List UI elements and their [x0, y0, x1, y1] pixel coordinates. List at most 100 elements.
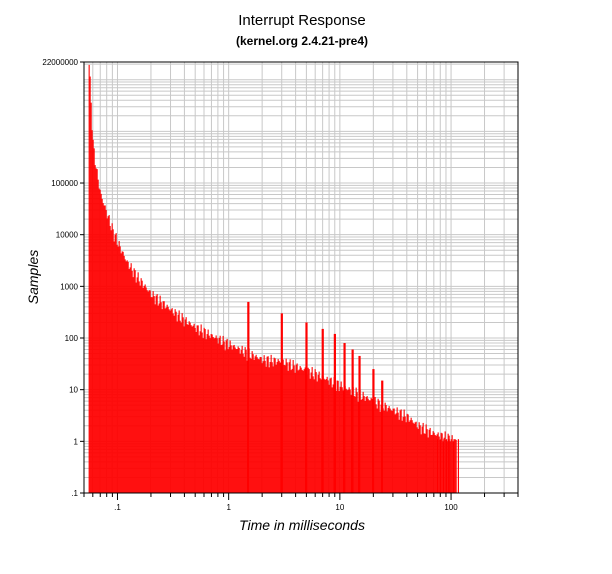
histogram-bar — [148, 290, 150, 493]
histogram-bar — [207, 329, 209, 493]
histogram-bar — [379, 411, 381, 493]
histogram-bar — [370, 397, 372, 493]
histogram-bar — [172, 313, 174, 493]
histogram-bar — [356, 392, 358, 493]
histogram-bar — [144, 284, 146, 493]
histogram-bar — [396, 407, 398, 493]
histogram-bar — [353, 395, 355, 493]
histogram-bar — [278, 360, 280, 493]
histogram-bar — [434, 434, 436, 493]
histogram-bar — [360, 399, 362, 493]
histogram-bar — [224, 350, 226, 493]
histogram-bar — [451, 435, 453, 493]
histogram-bar — [178, 310, 180, 493]
histogram-bar — [213, 338, 215, 493]
histogram-bar — [452, 441, 454, 493]
histogram-bar — [106, 218, 108, 494]
histogram-bar — [190, 325, 192, 493]
histogram-bar — [447, 433, 449, 493]
histogram-bar — [109, 225, 111, 494]
histogram-bar — [210, 333, 212, 493]
histogram-bar — [249, 357, 251, 493]
histogram-bar — [308, 369, 310, 493]
histogram-bar — [406, 413, 408, 493]
histogram-bar — [166, 304, 168, 493]
histogram-bar — [121, 251, 123, 493]
histogram-bar — [276, 361, 278, 493]
histogram-spike — [305, 322, 308, 493]
histogram-bar — [156, 294, 158, 493]
histogram-bar — [177, 314, 179, 493]
histogram-bar — [340, 381, 342, 493]
histogram-bar — [348, 387, 350, 493]
histogram-bar — [108, 215, 110, 493]
histogram-bar — [363, 396, 365, 493]
histogram-bar — [99, 189, 101, 493]
histogram-bar — [230, 345, 232, 493]
histogram-bar — [100, 193, 102, 493]
histogram-bar — [366, 396, 368, 493]
histogram-bar — [385, 405, 387, 493]
histogram-bar — [92, 139, 94, 494]
histogram-bar — [221, 344, 223, 493]
histogram-bar — [288, 362, 290, 493]
histogram-bar — [444, 431, 446, 493]
histogram-bar — [117, 246, 119, 493]
histogram-bar — [136, 277, 138, 493]
histogram-bar — [293, 365, 295, 493]
histogram-bar — [395, 413, 397, 493]
x-axis-ticks: .1 1 10 100 — [83, 493, 519, 512]
histogram-bar — [188, 321, 190, 493]
histogram-bar — [402, 417, 404, 493]
histogram-bar — [326, 376, 328, 493]
histogram-bar — [124, 259, 126, 493]
histogram-bar — [241, 345, 243, 493]
histogram-bar — [88, 64, 90, 493]
histogram-bar — [143, 285, 145, 493]
histogram-bar — [337, 380, 339, 493]
histogram-bar — [418, 422, 420, 493]
histogram-bar — [240, 349, 242, 493]
histogram-bar — [201, 332, 203, 493]
histogram-bar — [181, 313, 183, 493]
histogram-bar — [430, 435, 432, 493]
histogram-bar — [250, 358, 252, 493]
histogram-bar — [431, 434, 433, 493]
histogram-bar — [139, 285, 141, 493]
histogram-bar — [261, 363, 263, 493]
histogram-bar — [202, 338, 204, 493]
histogram-bar — [180, 322, 182, 493]
histogram-bar — [284, 365, 286, 493]
histogram-bar — [239, 353, 241, 493]
y-tick-label: 10 — [69, 386, 78, 395]
histogram-bar — [120, 253, 122, 493]
histogram-bar — [404, 416, 406, 493]
histogram-bar — [196, 325, 198, 493]
histogram-bar — [428, 429, 430, 493]
histogram-bar — [216, 338, 218, 493]
histogram-bar — [245, 349, 247, 493]
histogram-bar — [439, 439, 441, 493]
histogram-bar — [416, 427, 418, 493]
histogram-bar — [411, 420, 413, 493]
histogram-bar — [425, 424, 427, 493]
histogram-bar — [302, 370, 304, 493]
histogram-bar — [152, 291, 154, 493]
histogram-bar — [198, 335, 200, 493]
histogram-bar — [95, 168, 97, 493]
histogram-bar — [442, 441, 444, 493]
histogram-bar — [384, 402, 386, 493]
histogram-bar — [227, 349, 229, 493]
histogram-bar — [157, 305, 159, 493]
histogram-spikes — [247, 301, 384, 493]
histogram-bar — [433, 432, 435, 493]
histogram-bar — [347, 389, 349, 493]
histogram-bar — [204, 329, 206, 493]
histogram-bar — [111, 223, 113, 493]
histogram-bar — [141, 280, 143, 493]
histogram-bars — [88, 64, 460, 494]
histogram-tail-bar — [443, 439, 445, 493]
histogram-bar — [231, 349, 233, 493]
histogram-bar — [107, 216, 109, 494]
histogram-bar — [146, 290, 148, 493]
